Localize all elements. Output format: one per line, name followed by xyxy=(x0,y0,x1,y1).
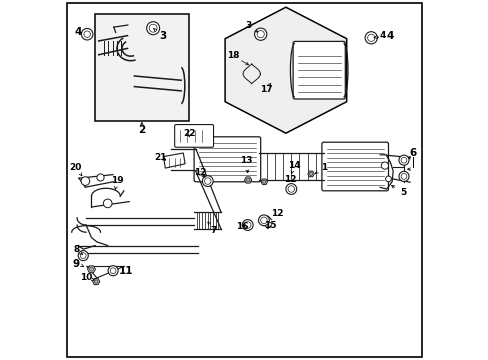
Circle shape xyxy=(202,176,213,186)
Polygon shape xyxy=(87,266,95,273)
FancyBboxPatch shape xyxy=(321,142,387,191)
FancyBboxPatch shape xyxy=(194,137,260,182)
Circle shape xyxy=(108,266,118,276)
Circle shape xyxy=(262,180,265,184)
Text: 17: 17 xyxy=(259,85,272,94)
Circle shape xyxy=(398,171,408,181)
Text: 4: 4 xyxy=(373,31,385,40)
Text: 2: 2 xyxy=(138,125,145,135)
Circle shape xyxy=(258,215,269,226)
Text: 15: 15 xyxy=(264,220,276,230)
Circle shape xyxy=(381,162,387,169)
Circle shape xyxy=(400,157,406,163)
Circle shape xyxy=(309,172,312,175)
Circle shape xyxy=(97,174,104,181)
Text: 21: 21 xyxy=(154,153,167,162)
Circle shape xyxy=(398,155,408,165)
Circle shape xyxy=(385,176,390,182)
Polygon shape xyxy=(92,278,100,285)
Text: 12: 12 xyxy=(194,168,206,177)
Text: 3: 3 xyxy=(244,21,257,32)
Text: 12: 12 xyxy=(271,209,284,217)
Text: 1: 1 xyxy=(315,163,326,174)
Text: 14: 14 xyxy=(287,161,300,174)
FancyBboxPatch shape xyxy=(292,41,345,99)
Circle shape xyxy=(78,251,88,261)
Text: 11: 11 xyxy=(118,266,133,276)
Circle shape xyxy=(287,186,294,192)
Text: 13: 13 xyxy=(240,156,252,173)
Circle shape xyxy=(103,199,112,208)
Text: 6: 6 xyxy=(408,148,416,158)
Text: 22: 22 xyxy=(183,129,196,138)
Circle shape xyxy=(89,267,93,271)
Text: 4: 4 xyxy=(74,27,81,37)
Circle shape xyxy=(367,34,374,41)
Bar xyxy=(95,14,188,121)
Text: 16: 16 xyxy=(235,222,248,231)
Text: 8: 8 xyxy=(73,246,82,255)
Text: 18: 18 xyxy=(227,51,240,60)
Text: 20: 20 xyxy=(69,163,82,176)
Circle shape xyxy=(246,178,249,182)
Circle shape xyxy=(254,28,266,40)
Text: 3: 3 xyxy=(153,29,166,41)
Polygon shape xyxy=(261,179,267,185)
Circle shape xyxy=(80,253,86,258)
Text: 9: 9 xyxy=(73,258,80,269)
Polygon shape xyxy=(163,153,185,168)
Polygon shape xyxy=(244,177,251,183)
Text: 4: 4 xyxy=(386,31,393,41)
Text: 12: 12 xyxy=(284,175,296,184)
Circle shape xyxy=(84,31,90,37)
Circle shape xyxy=(365,32,377,44)
Circle shape xyxy=(260,217,266,224)
Circle shape xyxy=(81,177,89,185)
Circle shape xyxy=(242,220,253,230)
Polygon shape xyxy=(224,7,346,133)
Circle shape xyxy=(81,28,93,40)
Text: 7: 7 xyxy=(207,222,217,235)
Text: 10: 10 xyxy=(80,274,95,282)
Circle shape xyxy=(146,22,159,35)
FancyBboxPatch shape xyxy=(174,125,213,147)
Circle shape xyxy=(244,222,250,228)
Circle shape xyxy=(204,178,211,184)
Polygon shape xyxy=(307,171,314,177)
Circle shape xyxy=(285,184,296,194)
Text: 19: 19 xyxy=(111,176,124,189)
Circle shape xyxy=(94,280,98,283)
Circle shape xyxy=(257,31,264,38)
Text: 5: 5 xyxy=(391,185,405,197)
Circle shape xyxy=(149,24,157,32)
Circle shape xyxy=(400,174,406,179)
Circle shape xyxy=(110,268,116,274)
